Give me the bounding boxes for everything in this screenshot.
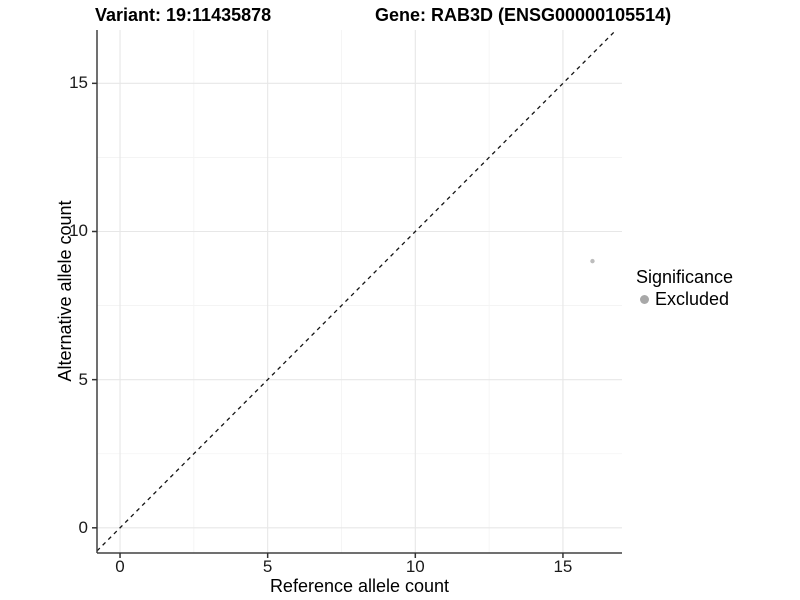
identity-dashed-line <box>96 29 617 552</box>
y-axis-label: Alternative allele count <box>55 200 75 382</box>
y-tick-label: 10 <box>69 221 88 241</box>
data-point <box>590 258 595 264</box>
legend-title: Significance <box>636 267 734 287</box>
x-tick-label: 10 <box>405 557 425 576</box>
variant-title: Variant: 19:11435878 <box>95 5 272 25</box>
x-axis-label: Reference allele count <box>269 576 450 596</box>
legend-point-icon <box>640 294 649 304</box>
gene-title: Gene: RAB3D (ENSG00000105514) <box>375 5 672 25</box>
x-tick-label: 15 <box>553 557 573 576</box>
plot-panel <box>92 29 622 558</box>
plot-canvas <box>92 29 622 558</box>
y-tick-label: 15 <box>69 73 88 93</box>
legend-item-excluded: Excluded <box>636 288 733 310</box>
x-tick-label: 5 <box>262 557 273 576</box>
y-tick-label: 0 <box>78 517 88 537</box>
y-tick-label: 5 <box>78 369 88 389</box>
legend-item-label: Excluded <box>655 289 730 309</box>
x-tick-label: 0 <box>115 557 125 576</box>
legend: Significance Excluded <box>636 266 733 310</box>
